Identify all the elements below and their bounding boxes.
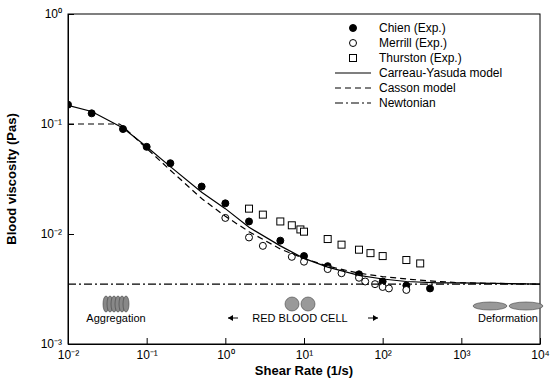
point	[379, 253, 386, 260]
tick-mark	[68, 234, 74, 235]
point	[417, 260, 424, 267]
point	[355, 246, 362, 253]
point	[222, 200, 229, 207]
legend-symbol	[335, 87, 371, 88]
axis-line	[69, 344, 541, 345]
legend-item: Casson model	[335, 81, 456, 95]
point	[324, 236, 331, 243]
tick-label: 10²	[374, 348, 391, 362]
legend-symbol	[350, 40, 357, 47]
axis-line	[68, 15, 69, 345]
point	[385, 285, 392, 292]
y-axis-title: Blood viscosity (Pas)	[4, 113, 19, 244]
legend: Chien (Exp.)Merrill (Exp.)Thurston (Exp.…	[335, 21, 502, 110]
rbc-icon	[473, 302, 507, 310]
y-axis: 10⁻³ 10⁻² 10⁻¹ 10⁰	[41, 7, 74, 351]
point	[167, 160, 174, 167]
tick: 10⁻¹	[136, 338, 157, 362]
legend-item: Carreau-Yasuda model	[335, 66, 502, 80]
tick-label: 10⁻³	[41, 337, 62, 351]
tick: 10¹	[296, 338, 313, 362]
x-axis: 10⁻²10⁻¹10⁰10¹10²10³10⁴	[58, 338, 550, 362]
legend-symbol	[335, 72, 371, 73]
tick-label: 10⁻¹	[136, 348, 157, 362]
plot-frame	[68, 14, 540, 344]
tick-mark	[68, 14, 74, 15]
chart: 10⁻² 10⁻¹ 10⁰ 10¹ 10² 10³ 10⁴ 10⁻³ 10⁻² 10⁻¹ 10⁰ Ag…	[0, 0, 554, 380]
tick-label: 10⁴	[531, 348, 550, 362]
tick-label: 10⁻¹	[41, 117, 62, 131]
tick: 10⁻²	[41, 227, 74, 241]
x-axis-title: Shear Rate (1/s)	[255, 363, 353, 378]
rbc-icon	[509, 302, 543, 310]
tick-mark	[147, 338, 148, 344]
legend-label: Casson model	[379, 81, 456, 95]
legend-label: Merrill (Exp.)	[379, 36, 447, 50]
tick-label: 10⁰	[45, 7, 62, 21]
tick: 10³	[453, 338, 470, 362]
legend-item: Newtonian	[335, 96, 436, 110]
annotation: Aggregation	[86, 312, 145, 324]
tick-mark	[383, 338, 384, 344]
point	[403, 257, 410, 264]
tick-mark	[540, 338, 541, 344]
tick: 10²	[374, 338, 391, 362]
legend-label: Thurston (Exp.)	[379, 51, 462, 65]
legend-symbol	[350, 55, 357, 62]
rbc-icon	[301, 297, 315, 311]
legend-item: Merrill (Exp.)	[350, 36, 448, 50]
rbc-icon	[123, 296, 129, 312]
annotation: RED BLOOD CELL	[252, 312, 347, 324]
tick-label: 10¹	[296, 348, 313, 362]
point	[246, 205, 253, 212]
line	[68, 124, 540, 284]
point	[288, 222, 295, 229]
tick: 10⁴	[531, 338, 550, 362]
tick: 10⁰	[217, 338, 234, 362]
plot-area: 10⁻² 10⁻¹ 10⁰ 10¹ 10² 10³ 10⁴ 10⁻³ 10⁻² 10⁻¹ 10⁰ Ag…	[41, 7, 550, 361]
point	[259, 242, 266, 249]
arrow-head	[228, 315, 233, 321]
legend-symbol	[350, 25, 357, 32]
point	[427, 285, 434, 292]
arrow-head	[373, 315, 378, 321]
point	[403, 286, 410, 293]
point	[301, 228, 308, 235]
point	[246, 218, 253, 225]
tick-mark	[461, 338, 462, 344]
tick: 10⁰	[45, 7, 74, 21]
annotation-group: Aggregation RED BLOOD CELL Deformation	[86, 296, 543, 324]
point	[198, 183, 205, 190]
tick-mark	[304, 338, 305, 344]
tick-mark	[225, 338, 226, 344]
point	[68, 101, 72, 108]
tick-label: 10³	[453, 348, 470, 362]
tick-label: 10⁰	[217, 348, 234, 362]
legend-item: Chien (Exp.)	[350, 21, 446, 35]
tick-label: 10⁻²	[41, 227, 62, 241]
legend-item: Thurston (Exp.)	[350, 51, 462, 65]
legend-label: Chien (Exp.)	[379, 21, 446, 35]
point	[277, 237, 284, 244]
point	[246, 234, 253, 241]
tick-mark	[68, 344, 74, 345]
rbc-icon	[285, 297, 299, 311]
point	[338, 241, 345, 248]
legend-label: Newtonian	[379, 96, 436, 110]
line	[68, 105, 540, 284]
annotation: Deformation	[478, 312, 538, 324]
tick: 10⁻³	[41, 337, 74, 351]
point	[259, 211, 266, 218]
point	[277, 218, 284, 225]
legend-label: Carreau-Yasuda model	[379, 66, 502, 80]
legend-symbol	[335, 102, 371, 103]
data-group	[68, 101, 540, 293]
line	[68, 284, 540, 285]
point	[367, 250, 374, 257]
